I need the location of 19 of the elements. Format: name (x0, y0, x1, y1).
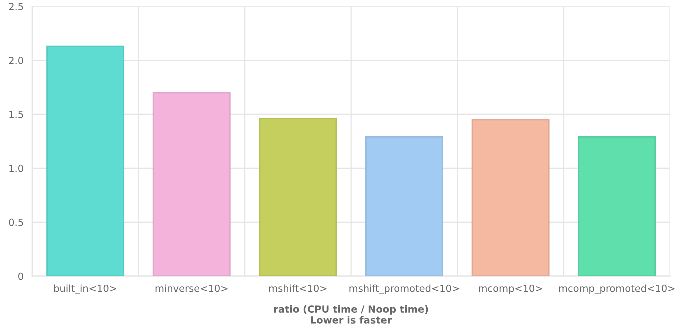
x-tick-label: mshift<10> (270, 284, 327, 292)
y-tick-label: 2.0 (9, 57, 24, 64)
x-tick-label: mshift_promoted<10> (350, 284, 460, 294)
bar (472, 119, 550, 276)
y-tick-label: 0.5 (9, 218, 24, 226)
x-axis-title: ratio (CPU time / Noop time) Lower is faster (274, 305, 428, 324)
y-tick-label: 1.0 (10, 164, 24, 172)
x-tick-label: mcomp_promoted<10> (559, 284, 675, 294)
y-tick-label: 2.5 (9, 3, 24, 10)
bar (578, 136, 656, 276)
y-tick-label: 1.5 (10, 111, 24, 118)
bar (152, 92, 231, 276)
bar (366, 136, 444, 276)
x-tick-label: minverse<10> (156, 284, 228, 292)
bar (46, 46, 125, 276)
y-tick-label: 0 (18, 272, 24, 280)
bar (259, 118, 338, 276)
x-tick-label: mcomp<10> (479, 284, 542, 294)
x-tick-label: built_in<10> (54, 284, 116, 294)
